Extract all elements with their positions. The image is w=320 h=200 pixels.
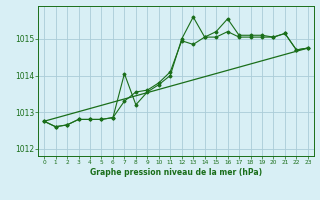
X-axis label: Graphe pression niveau de la mer (hPa): Graphe pression niveau de la mer (hPa): [90, 168, 262, 177]
